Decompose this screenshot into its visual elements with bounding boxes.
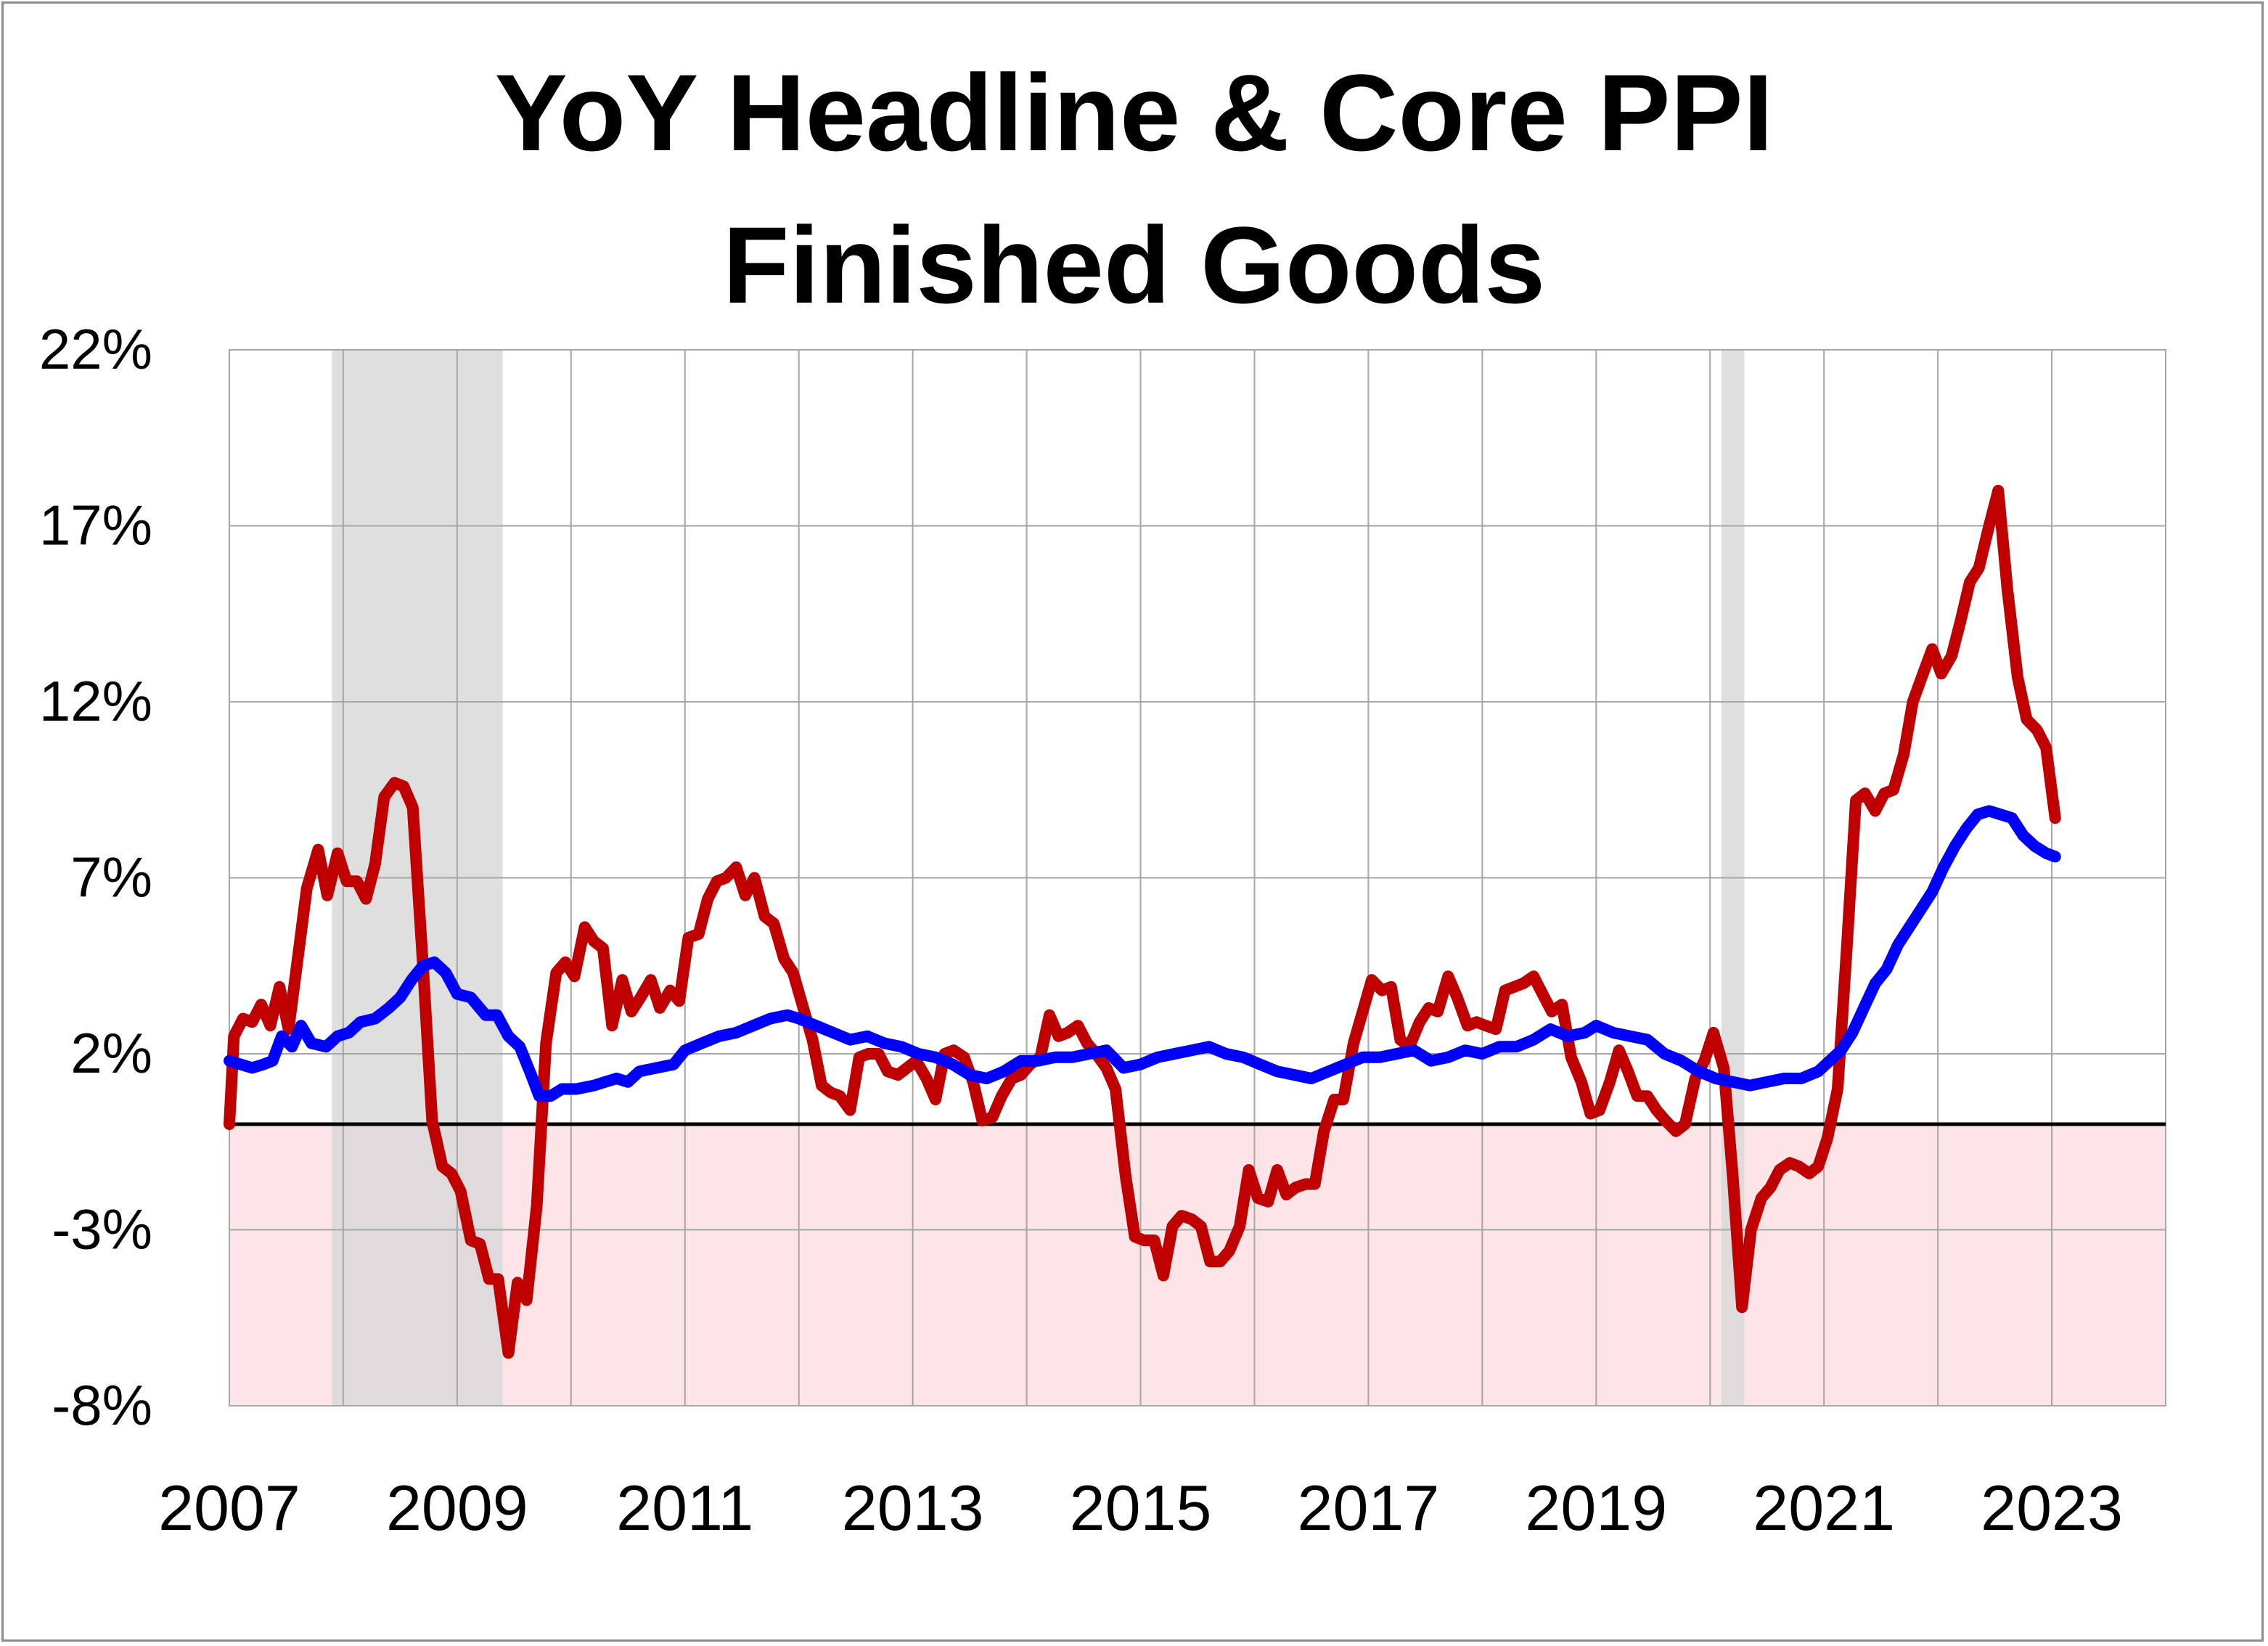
y-tick-label: 7% — [70, 845, 152, 909]
y-tick-label: 17% — [39, 494, 152, 557]
x-tick-label: 2017 — [1298, 1472, 1440, 1544]
negative-zone — [229, 1124, 2166, 1406]
y-tick-label: -8% — [52, 1373, 152, 1437]
x-axis-tick-labels: 2007 2009 2011 2013 2015 2017 2019 2021 2023 — [158, 1472, 2123, 1544]
x-tick-label: 2011 — [616, 1472, 753, 1544]
x-tick-label: 2019 — [1525, 1472, 1667, 1544]
y-tick-label: 2% — [70, 1021, 152, 1085]
chart-title-line-2: Finished Goods — [722, 204, 1546, 326]
x-tick-label: 2007 — [158, 1472, 300, 1544]
y-tick-label: -3% — [52, 1197, 152, 1261]
chart-title-line-1: YoY Headline & Core PPI — [494, 52, 1774, 173]
x-tick-label: 2021 — [1753, 1472, 1895, 1544]
y-tick-label: 12% — [39, 669, 152, 733]
series-line-1 — [224, 485, 2061, 1359]
y-axis-tick-labels: 22% 17% 12% 7% 2% -3% -8% — [39, 317, 152, 1437]
x-tick-label: 2013 — [842, 1472, 984, 1544]
plot-border — [229, 349, 2166, 1407]
x-tick-label: 2009 — [386, 1472, 528, 1544]
x-tick-label: 2015 — [1070, 1472, 1212, 1544]
series-lines — [224, 485, 2061, 1359]
y-tick-label: 22% — [39, 317, 152, 381]
x-tick-label: 2023 — [1981, 1472, 2123, 1544]
series-line-2 — [224, 805, 2061, 1102]
